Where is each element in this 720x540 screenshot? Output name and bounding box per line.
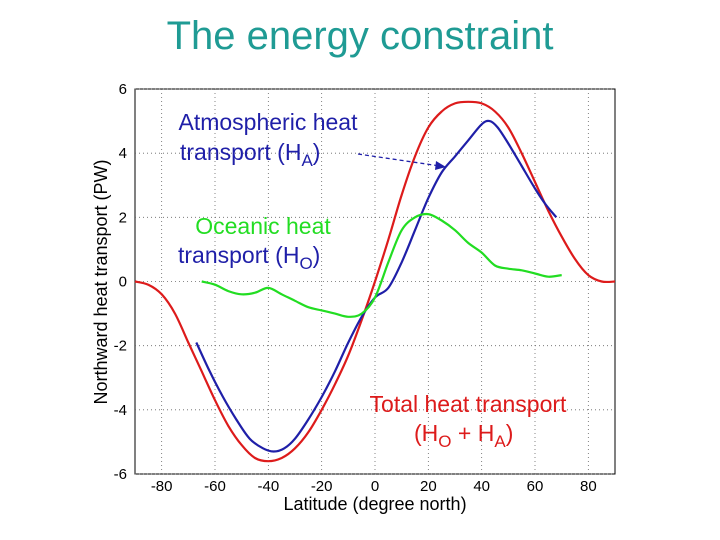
y-tick-label: 0 <box>119 274 127 291</box>
series-line-total <box>134 100 616 463</box>
y-tick-label: 6 <box>119 81 127 98</box>
total-label-line2: (HO + HA) <box>414 420 513 451</box>
y-tick-label: -2 <box>114 338 127 355</box>
x-tick-label: 20 <box>420 478 437 495</box>
x-tick-label: -40 <box>257 478 279 495</box>
x-tick-label: -60 <box>204 478 226 495</box>
x-tick-label: -20 <box>311 478 333 495</box>
page-title: The energy constraint <box>166 14 554 58</box>
series-line-ocean <box>201 212 562 318</box>
x-tick-label: 40 <box>473 478 490 495</box>
x-tick-label: 60 <box>527 478 544 495</box>
atmos-label-line2: transport (HA) <box>180 139 320 170</box>
ocean-annotation: Oceanic heat transport (HO) <box>178 213 331 273</box>
atmos-arrow-head <box>435 161 446 170</box>
atmos-arrow-line <box>357 153 441 167</box>
x-tick-label: 80 <box>580 478 597 495</box>
series-lines <box>134 100 616 463</box>
y-tick-label: 4 <box>119 145 127 162</box>
atmos-label-line1: Atmospheric heat <box>179 109 359 135</box>
y-tick-label: 2 <box>119 209 127 226</box>
total-annotation: Total heat transport (HO + HA) <box>370 391 568 451</box>
y-tick-label: -4 <box>114 402 127 419</box>
ocean-label-line1: Oceanic heat <box>195 213 331 239</box>
y-tick-label: -6 <box>114 466 127 483</box>
total-label-line1: Total heat transport <box>370 391 568 417</box>
x-axis-label: Latitude (degree north) <box>283 494 466 514</box>
grid <box>135 88 615 475</box>
x-tick-label: 0 <box>371 478 379 495</box>
series-line-atmos <box>195 119 558 453</box>
y-axis-label: Northward heat transport (PW) <box>91 159 111 404</box>
atmos-annotation: Atmospheric heat transport (HA) <box>179 109 446 170</box>
x-tick-label: -80 <box>151 478 173 495</box>
ocean-label-line2: transport (HO) <box>178 242 320 273</box>
